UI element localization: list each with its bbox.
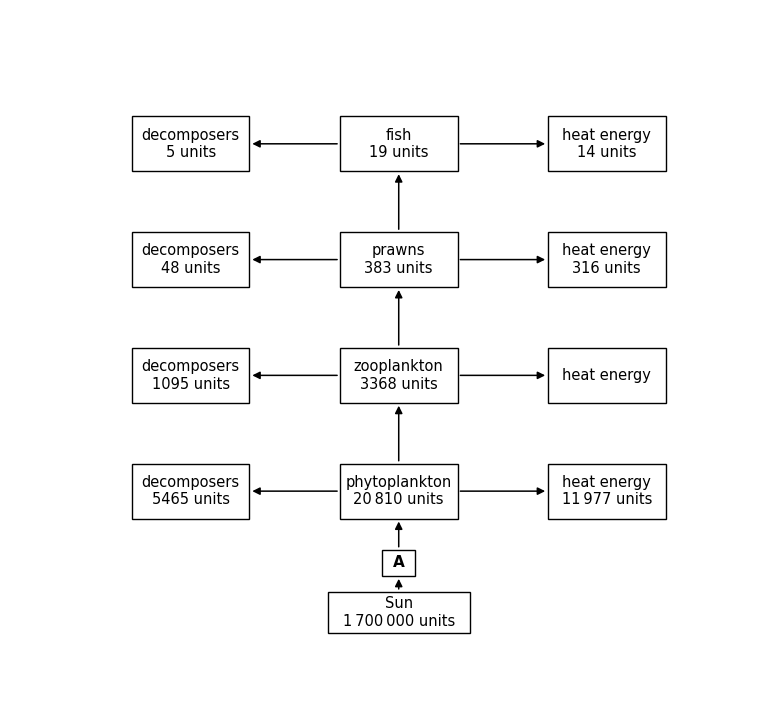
FancyBboxPatch shape	[548, 116, 665, 171]
FancyBboxPatch shape	[340, 232, 457, 287]
FancyBboxPatch shape	[132, 232, 250, 287]
FancyBboxPatch shape	[328, 591, 470, 633]
Text: fish
19 units: fish 19 units	[369, 127, 429, 160]
Text: Sun
1 700 000 units: Sun 1 700 000 units	[342, 596, 455, 629]
Text: phytoplankton
20 810 units: phytoplankton 20 810 units	[345, 475, 452, 508]
FancyBboxPatch shape	[548, 463, 665, 518]
FancyBboxPatch shape	[132, 348, 250, 403]
FancyBboxPatch shape	[340, 116, 457, 171]
FancyBboxPatch shape	[340, 463, 457, 518]
Text: zooplankton
3368 units: zooplankton 3368 units	[354, 359, 443, 392]
FancyBboxPatch shape	[382, 550, 415, 576]
Text: decomposers
5465 units: decomposers 5465 units	[142, 475, 240, 508]
Text: decomposers
5 units: decomposers 5 units	[142, 127, 240, 160]
FancyBboxPatch shape	[132, 116, 250, 171]
Text: prawns
383 units: prawns 383 units	[364, 243, 433, 276]
Text: decomposers
48 units: decomposers 48 units	[142, 243, 240, 276]
Text: heat energy
316 units: heat energy 316 units	[562, 243, 651, 276]
Text: A: A	[393, 556, 405, 571]
FancyBboxPatch shape	[548, 348, 665, 403]
FancyBboxPatch shape	[132, 463, 250, 518]
FancyBboxPatch shape	[340, 348, 457, 403]
FancyBboxPatch shape	[548, 232, 665, 287]
Text: heat energy
14 units: heat energy 14 units	[562, 127, 651, 160]
Text: heat energy: heat energy	[562, 368, 651, 383]
Text: decomposers
1095 units: decomposers 1095 units	[142, 359, 240, 392]
Text: heat energy
11 977 units: heat energy 11 977 units	[562, 475, 652, 508]
